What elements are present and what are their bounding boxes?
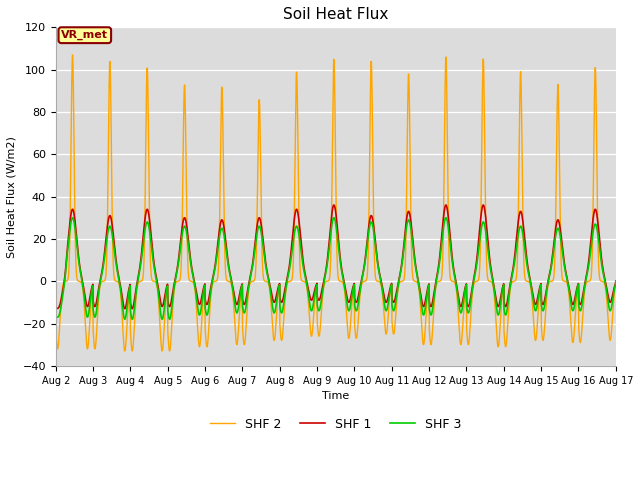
SHF 2 (612, 278, 620, 284)
SHF 3 (442, 215, 450, 221)
SHF 3 (52, 314, 60, 320)
Text: VR_met: VR_met (61, 30, 108, 40)
SHF 1 (499, 284, 506, 290)
SHF 3 (563, 275, 571, 281)
SHF 2 (52, 326, 60, 332)
Legend: SHF 2, SHF 1, SHF 3: SHF 2, SHF 1, SHF 3 (205, 413, 467, 436)
SHF 1 (52, 306, 60, 312)
SHF 2 (68, 52, 76, 58)
SHF 3 (166, 316, 173, 322)
SHF 2 (563, 280, 571, 286)
Y-axis label: Soil Heat Flux (W/m2): Soil Heat Flux (W/m2) (7, 136, 17, 257)
SHF 2 (365, 233, 372, 239)
SHF 1 (352, 299, 360, 305)
SHF 2 (353, 336, 360, 341)
SHF 2 (579, 319, 586, 325)
SHF 2 (166, 348, 173, 354)
SHF 1 (479, 202, 487, 208)
Line: SHF 3: SHF 3 (56, 218, 616, 319)
X-axis label: Time: Time (322, 391, 349, 401)
SHF 1 (208, 279, 216, 285)
SHF 3 (612, 278, 620, 284)
SHF 1 (612, 278, 620, 284)
Line: SHF 1: SHF 1 (56, 205, 616, 309)
SHF 3 (579, 300, 586, 306)
SHF 1 (579, 297, 586, 302)
SHF 3 (499, 285, 507, 290)
SHF 3 (365, 232, 372, 238)
SHF 2 (499, 285, 507, 291)
SHF 3 (352, 308, 360, 313)
SHF 1 (563, 273, 570, 278)
SHF 3 (208, 280, 216, 286)
SHF 2 (209, 282, 216, 288)
Line: SHF 2: SHF 2 (56, 55, 616, 351)
Title: Soil Heat Flux: Soil Heat Flux (283, 7, 388, 22)
SHF 1 (364, 229, 372, 235)
